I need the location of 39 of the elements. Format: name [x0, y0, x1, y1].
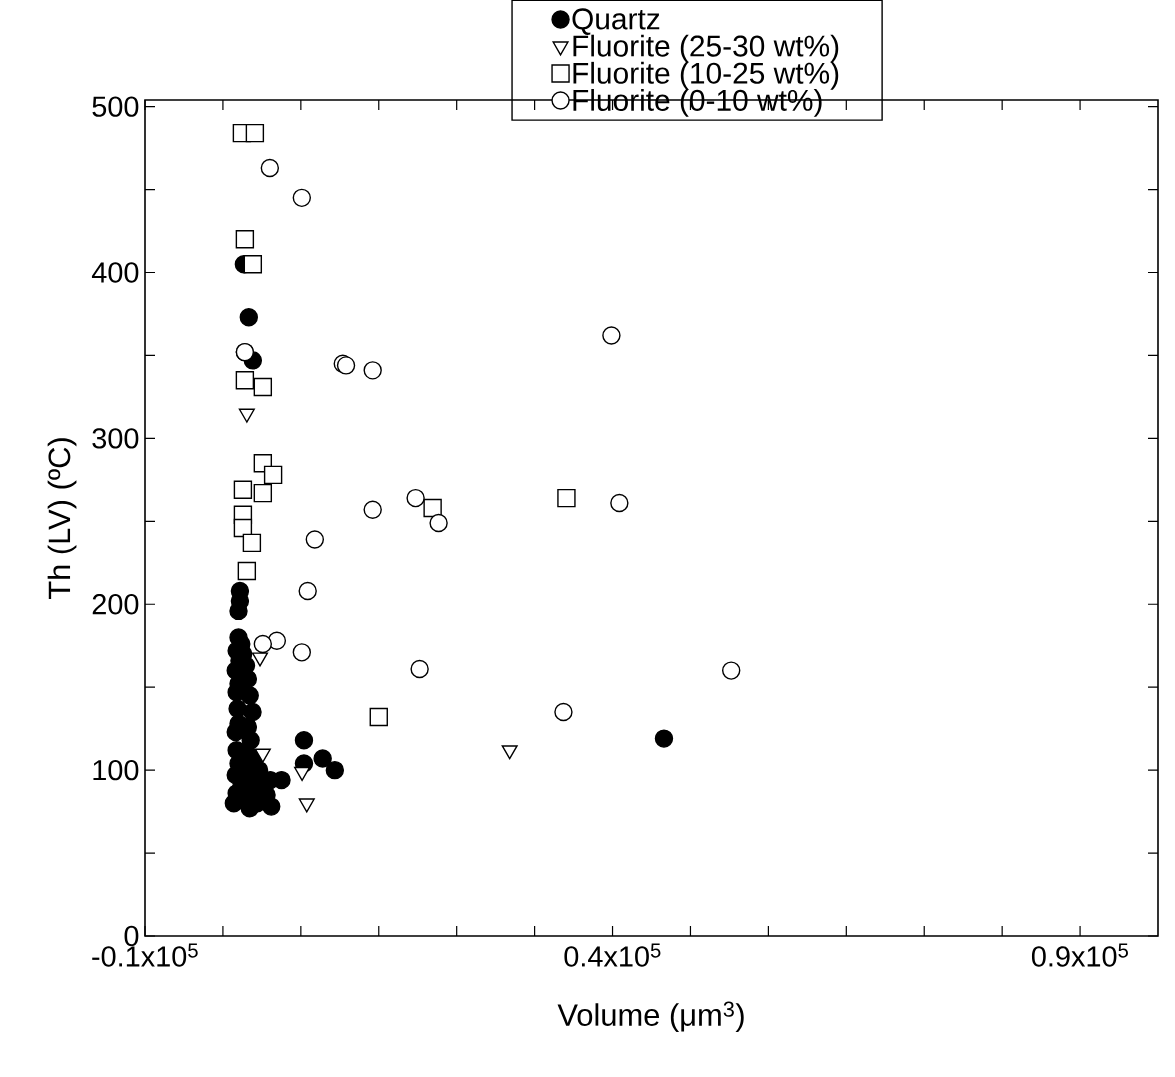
point — [294, 766, 311, 781]
point — [654, 729, 674, 748]
point — [235, 230, 255, 249]
point — [238, 408, 255, 423]
point — [245, 123, 265, 143]
y-tick-label: 100 — [93, 759, 139, 781]
x-tick-label: 0.9x10$^{5}$ — [1031, 943, 1128, 967]
legend-label: Quartz — [572, 8, 660, 35]
point — [294, 731, 314, 750]
point — [336, 356, 356, 375]
point — [233, 480, 253, 499]
point — [253, 377, 273, 397]
point — [226, 722, 245, 742]
point — [369, 707, 388, 727]
y-axis-title: Th (LV) (ºC) — [47, 438, 77, 600]
point — [253, 634, 273, 654]
point — [235, 371, 255, 390]
point — [313, 749, 332, 768]
y-tick-label: 500 — [92, 96, 139, 117]
point — [242, 533, 262, 553]
point — [325, 760, 345, 780]
point — [240, 686, 259, 705]
y-tick-label: 400 — [91, 262, 139, 283]
x-tick-label: 0.4x10$^{5}$ — [564, 943, 661, 967]
point — [243, 702, 262, 722]
legend-label: Fluorite (10-25 wt%) — [573, 61, 839, 90]
y-tick-label: 200 — [92, 594, 139, 615]
y-tick-label: 300 — [92, 428, 139, 449]
point — [243, 255, 263, 274]
point — [263, 465, 283, 485]
point — [229, 601, 248, 621]
point — [429, 513, 448, 533]
point — [239, 308, 258, 327]
point — [254, 748, 271, 763]
point — [237, 561, 257, 581]
x-axis-title: Volume (μm$^{3}$) — [557, 1001, 744, 1033]
point — [224, 794, 244, 813]
point — [423, 498, 442, 518]
point — [262, 797, 281, 816]
